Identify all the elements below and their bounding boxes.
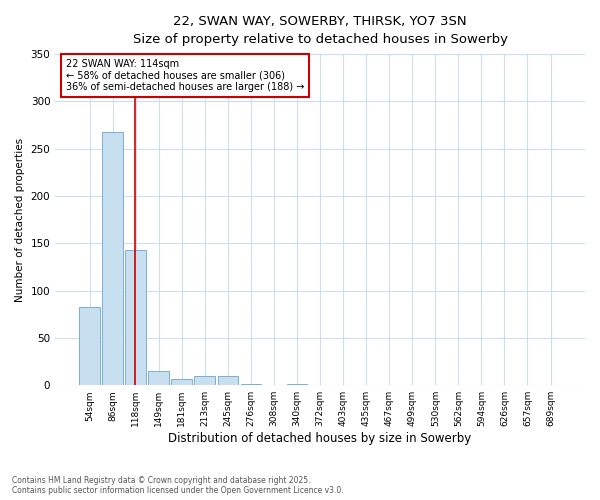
Bar	[287, 384, 307, 385]
X-axis label: Distribution of detached houses by size in Sowerby: Distribution of detached houses by size …	[169, 432, 472, 445]
Bar	[172, 378, 192, 385]
Bar	[218, 376, 238, 385]
Bar	[241, 384, 262, 385]
Bar	[125, 250, 146, 385]
Bar	[148, 371, 169, 385]
Bar	[79, 306, 100, 385]
Bar	[102, 132, 123, 385]
Bar	[194, 376, 215, 385]
Y-axis label: Number of detached properties: Number of detached properties	[15, 138, 25, 302]
Text: Contains HM Land Registry data © Crown copyright and database right 2025.
Contai: Contains HM Land Registry data © Crown c…	[12, 476, 344, 495]
Text: 22 SWAN WAY: 114sqm
← 58% of detached houses are smaller (306)
36% of semi-detac: 22 SWAN WAY: 114sqm ← 58% of detached ho…	[66, 59, 304, 92]
Title: 22, SWAN WAY, SOWERBY, THIRSK, YO7 3SN
Size of property relative to detached hou: 22, SWAN WAY, SOWERBY, THIRSK, YO7 3SN S…	[133, 15, 508, 46]
